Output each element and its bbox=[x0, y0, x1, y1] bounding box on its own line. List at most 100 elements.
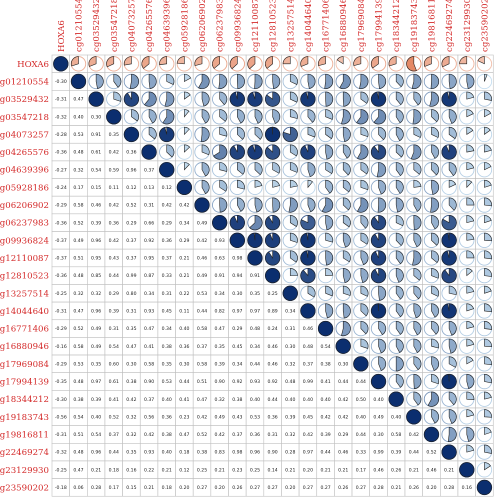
cell-cg14044640-cg06237983: 0.82 bbox=[210, 301, 229, 321]
pie-slice bbox=[229, 144, 245, 160]
cell-cg05928186-cg06206902 bbox=[192, 178, 212, 197]
coefficient-label: 0.46 bbox=[373, 467, 383, 473]
col-label-cg19816811: cg19816811 bbox=[427, 0, 437, 52]
pie-slice bbox=[184, 144, 191, 153]
pie-slice bbox=[395, 232, 404, 247]
cell-cg17994139-cg19183743 bbox=[404, 372, 423, 391]
coefficient-label: 0.44 bbox=[179, 379, 189, 385]
cell-cg17969084-cg23590202 bbox=[475, 354, 494, 373]
pie-slice bbox=[484, 250, 492, 260]
pie-slice bbox=[484, 197, 492, 207]
pie-slice bbox=[265, 232, 281, 248]
cell-cg04639396-cg22469274 bbox=[439, 160, 459, 179]
cell-HOXA6-cg12810523 bbox=[263, 54, 282, 73]
pie-slice bbox=[289, 232, 298, 243]
pie-slice bbox=[272, 197, 281, 213]
pie-slice bbox=[229, 56, 238, 70]
pie-slice bbox=[412, 250, 422, 266]
pie-slice bbox=[484, 391, 492, 400]
coefficient-label: 0.97 bbox=[303, 450, 313, 456]
cell-cg12110087-cg17994139 bbox=[369, 248, 388, 268]
cell-cg04073257-cg13257514 bbox=[281, 125, 300, 144]
coefficient-label: 0.40 bbox=[250, 397, 260, 403]
pie-slice bbox=[148, 109, 157, 124]
coefficient-label: 0.52 bbox=[109, 414, 119, 420]
cell-cg16880946-cg19183743 bbox=[404, 337, 423, 356]
cell-cg01210554-cg19183743 bbox=[404, 72, 423, 91]
coefficient-label: 0.42 bbox=[162, 203, 172, 209]
pie-slice bbox=[237, 109, 245, 124]
cell-HOXA6-cg06237983 bbox=[210, 54, 229, 73]
coefficient-label: 0.34 bbox=[162, 326, 172, 332]
coefficient-label: 0.22 bbox=[179, 291, 189, 297]
cell-cg19183743-cg12110087: 0.53 bbox=[245, 407, 265, 426]
cell-cg09936824-cg23129930 bbox=[457, 231, 476, 250]
pie-slice bbox=[484, 373, 492, 384]
cell-cg22469274-cg04265576: 0.93 bbox=[139, 442, 159, 462]
coefficient-label: 0.80 bbox=[126, 291, 136, 297]
cell-cg06206902-cg23129930 bbox=[457, 195, 476, 215]
cell-cg01210554-cg06237983 bbox=[210, 72, 229, 91]
coefficient-label: 0.98 bbox=[232, 450, 242, 456]
pie-slice bbox=[413, 373, 422, 390]
cell-cg18344212-cg12810523: 0.44 bbox=[263, 390, 282, 409]
cell-cg03547218-cg13257514 bbox=[281, 107, 300, 126]
coefficient-label: 0.21 bbox=[179, 256, 189, 262]
cell-cg19183743-cg04073257: 0.32 bbox=[122, 407, 141, 426]
pie-slice bbox=[166, 73, 175, 85]
cell-cg05928186-cg05928186 bbox=[175, 178, 194, 197]
pie-slice bbox=[342, 144, 351, 159]
row-label-cg04265576: cg04265576 bbox=[0, 148, 49, 158]
coefficient-label: 0.42 bbox=[109, 203, 119, 209]
coefficient-label: 0.51 bbox=[197, 379, 207, 385]
pie-slice bbox=[484, 444, 492, 454]
cell-cg22469274-cg23129930 bbox=[457, 442, 476, 462]
cell-cg03529432-cg23129930 bbox=[457, 90, 476, 109]
pie-slice bbox=[466, 250, 475, 259]
pie-slice bbox=[123, 91, 139, 107]
pie-slice bbox=[466, 73, 475, 89]
coefficient-label: 0.98 bbox=[232, 256, 242, 262]
cell-cg23590202-cg19816811: 0.20 bbox=[422, 478, 441, 497]
coefficient-label: 0.25 bbox=[197, 467, 207, 473]
pie-slice bbox=[307, 162, 316, 177]
cell-cg04073257-cg17969084 bbox=[351, 125, 370, 144]
cell-cg05928186-cg22469274 bbox=[439, 178, 459, 197]
coefficient-label: 0.30 bbox=[232, 291, 242, 297]
coefficient-label: 0.36 bbox=[109, 220, 119, 226]
pie-slice bbox=[53, 56, 69, 72]
coefficient-label: 0.37 bbox=[232, 432, 242, 438]
cell-cg16880946-cg16880946 bbox=[334, 337, 353, 356]
coefficient-label: 0.12 bbox=[179, 467, 189, 473]
cell-cg12810523-cg13257514 bbox=[281, 266, 300, 285]
cell-cg23129930-cg04073257: 0.16 bbox=[122, 460, 141, 479]
pie-slice bbox=[106, 56, 115, 68]
cell-cg23590202-cg18344212: 0.21 bbox=[387, 478, 406, 497]
pie-slice bbox=[342, 179, 351, 193]
cell-cg12110087-cg16880946 bbox=[334, 248, 353, 268]
pie-slice bbox=[318, 56, 326, 66]
coefficient-label: 0.27 bbox=[250, 485, 260, 491]
cell-cg03547218-cg23590202 bbox=[475, 107, 494, 126]
cell-cg05928186-cg14044640 bbox=[298, 178, 318, 197]
coefficient-label: 0.27 bbox=[356, 485, 366, 491]
cell-cg17994139-cg03547218: 0.61 bbox=[104, 372, 123, 391]
cell-cg01210554-cg14044640 bbox=[298, 72, 318, 91]
cell-cg13257514-cg18344212 bbox=[387, 284, 406, 303]
cell-cg06206902-cg22469274 bbox=[439, 195, 459, 215]
cell-cg17994139-cg16880946: 0.44 bbox=[334, 372, 353, 391]
pie-slice bbox=[413, 215, 422, 231]
cell-cg17969084-cg17994139 bbox=[369, 354, 388, 373]
pie-slice bbox=[484, 409, 492, 418]
coefficient-label: -0.32 bbox=[55, 450, 67, 456]
coefficient-label: 0.49 bbox=[215, 414, 225, 420]
cell-cg18344212-cg13257514: 0.40 bbox=[281, 390, 300, 409]
pie-slice bbox=[282, 285, 298, 301]
pie-slice bbox=[413, 391, 422, 406]
cell-cg16771406-cg23590202 bbox=[475, 319, 494, 338]
cell-cg23590202-cg04073257: 0.15 bbox=[122, 478, 141, 497]
pie-slice bbox=[466, 373, 475, 389]
cell-HOXA6-cg12110087 bbox=[245, 54, 265, 73]
cell-cg04265576-cg05928186 bbox=[175, 142, 194, 162]
pie-slice bbox=[289, 91, 298, 103]
